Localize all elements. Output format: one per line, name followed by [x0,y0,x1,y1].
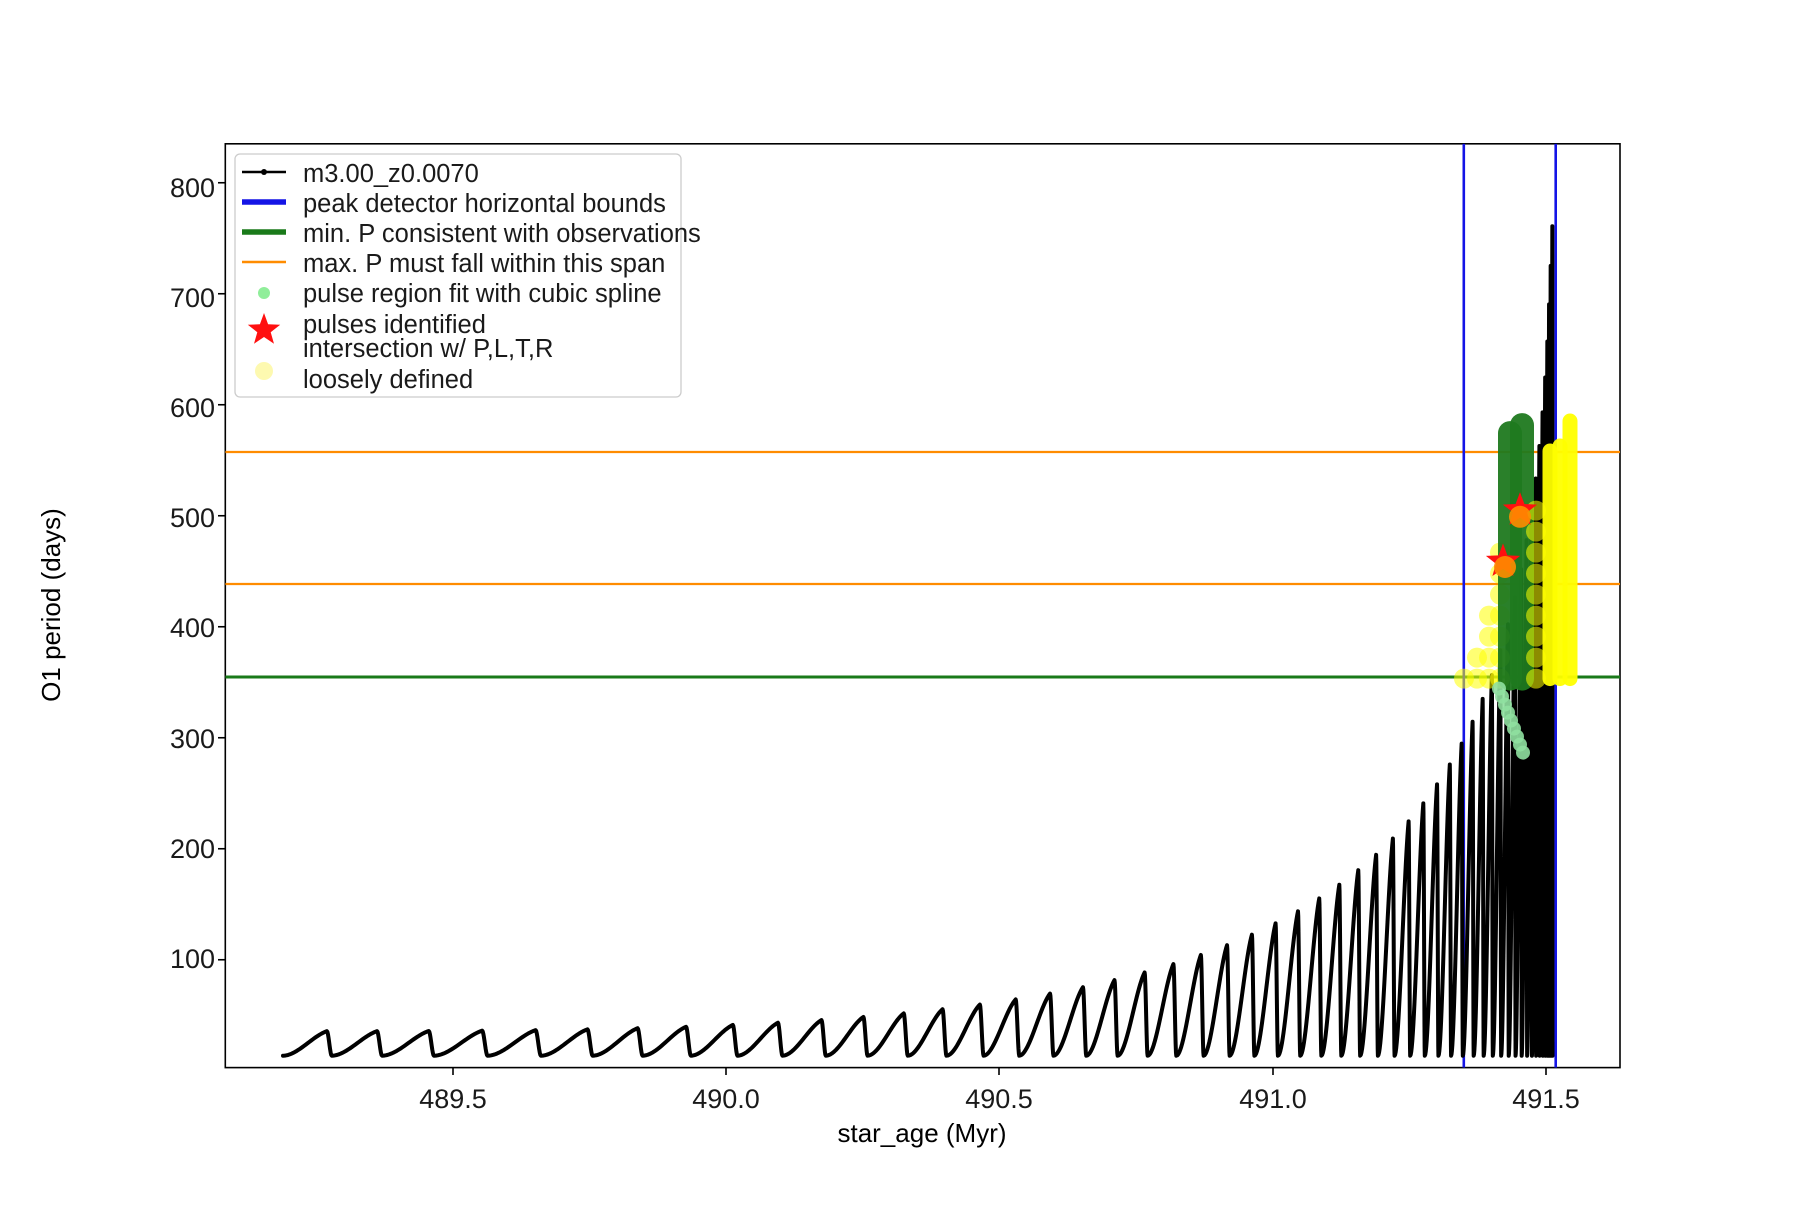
svg-text:max. P must fall within this s: max. P must fall within this span [303,250,665,278]
svg-text:491.5: 491.5 [1512,1084,1580,1114]
svg-text:700: 700 [170,283,215,313]
svg-text:490.5: 490.5 [965,1084,1033,1114]
svg-text:491.0: 491.0 [1239,1084,1307,1114]
svg-text:490.0: 490.0 [692,1084,760,1114]
svg-text:m3.00_z0.0070: m3.00_z0.0070 [303,160,479,188]
svg-text:100: 100 [170,944,215,974]
svg-text:800: 800 [170,173,215,203]
svg-text:loosely defined: loosely defined [303,366,473,394]
svg-text:489.5: 489.5 [419,1084,487,1114]
svg-text:intersection w/ P,L,T,R: intersection w/ P,L,T,R [303,335,553,363]
svg-text:600: 600 [170,393,215,423]
svg-text:O1 period (days): O1 period (days) [36,508,66,702]
svg-text:min. P consistent with observa: min. P consistent with observations [303,220,701,248]
svg-text:200: 200 [170,834,215,864]
svg-text:peak detector horizontal bound: peak detector horizontal bounds [303,190,666,218]
svg-text:400: 400 [170,613,215,643]
svg-text:pulse region fit with cubic sp: pulse region fit with cubic spline [303,280,662,308]
svg-text:star_age (Myr): star_age (Myr) [837,1118,1006,1148]
svg-text:300: 300 [170,724,215,754]
svg-text:500: 500 [170,503,215,533]
